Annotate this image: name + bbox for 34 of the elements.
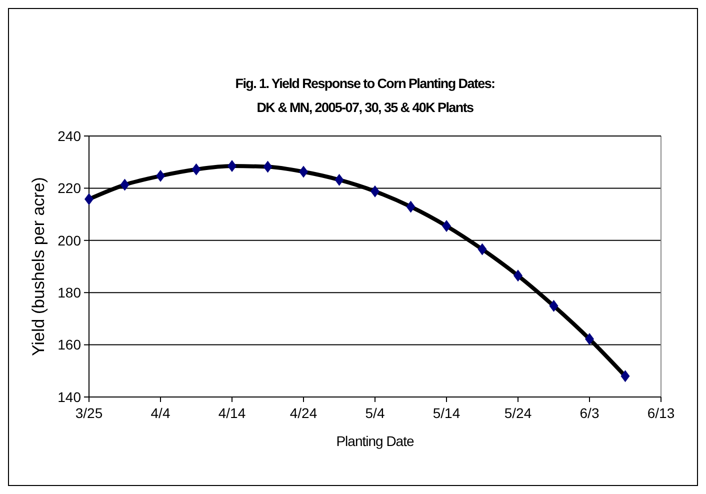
x-tick-label: 5/14 — [432, 405, 460, 421]
point — [620, 370, 630, 382]
x-axis-title: Planting Date — [336, 433, 414, 449]
x-tick-label: 4/4 — [150, 405, 170, 421]
y-tick-label: 200 — [58, 232, 82, 248]
point — [156, 170, 165, 182]
chart-title: Fig. 1. Yield Response to Corn Planting Dates: DK & MN, 2005-07, 30, 35 & 40K Plants — [235, 76, 496, 115]
x-tick-label: 5/24 — [504, 405, 532, 421]
point — [263, 160, 272, 173]
point — [120, 178, 130, 191]
point — [585, 333, 594, 346]
x-tick-label: 4/24 — [290, 405, 318, 421]
x-tick-label: 6/3 — [580, 405, 600, 421]
point — [334, 174, 344, 186]
y-axis-title: Yield (bushels per acre) — [29, 177, 48, 356]
point — [514, 270, 522, 282]
point — [84, 193, 94, 206]
y-tick-label: 240 — [58, 128, 82, 144]
point — [228, 160, 236, 172]
x-tick-label: 6/13 — [647, 405, 675, 421]
point — [406, 200, 416, 213]
x-tick-label: 3/25 — [75, 405, 103, 421]
point — [549, 300, 558, 312]
y-tick-label: 160 — [58, 336, 82, 353]
point — [192, 163, 201, 176]
point — [478, 243, 487, 256]
x-tick-label: 5/4 — [365, 405, 385, 421]
point — [442, 220, 451, 232]
point — [299, 166, 308, 178]
point — [370, 185, 380, 198]
y-tick-label: 220 — [58, 180, 82, 196]
x-tick-label: 4/14 — [218, 405, 246, 421]
y-tick-label: 140 — [58, 388, 82, 405]
y-tick-label: 180 — [58, 284, 82, 300]
